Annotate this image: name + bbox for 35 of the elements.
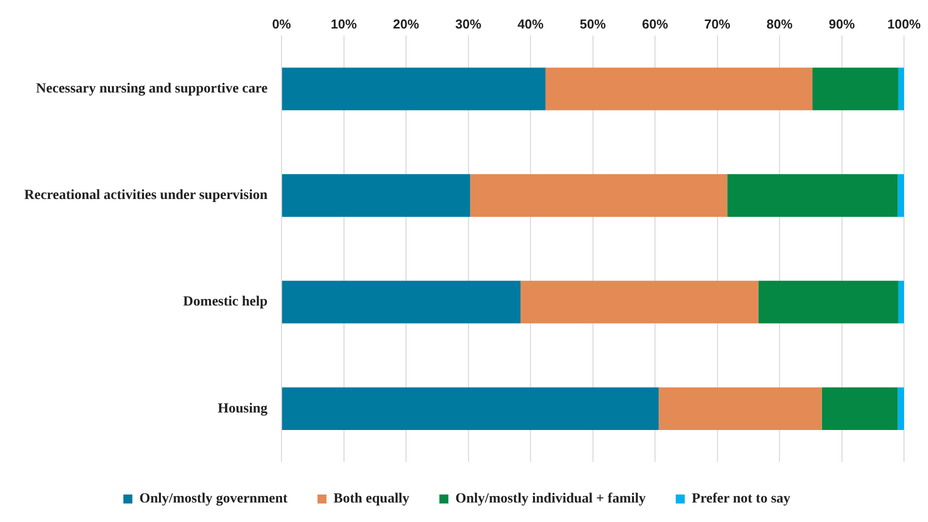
bar xyxy=(282,387,659,430)
bar xyxy=(898,280,904,324)
bar xyxy=(727,174,898,217)
bar xyxy=(898,174,904,217)
x-tick-label: 10% xyxy=(330,16,358,32)
bar xyxy=(812,68,898,110)
bar xyxy=(898,68,904,110)
bar xyxy=(282,174,470,217)
legend-label: Only/mostly individual + family xyxy=(455,492,646,507)
bar xyxy=(822,387,898,430)
bar xyxy=(470,174,728,217)
bar xyxy=(658,387,822,430)
x-tick-label: 50% xyxy=(580,16,606,32)
bar xyxy=(282,68,546,110)
bar xyxy=(898,387,904,430)
x-tick-label: 20% xyxy=(393,16,420,32)
legend-label: Prefer not to say xyxy=(692,492,790,507)
y-tick-label: Necessary nursing and supportive care xyxy=(36,82,268,97)
x-tick-label: 0% xyxy=(272,16,292,32)
x-tick-label: 90% xyxy=(828,16,856,32)
x-tick-label: 70% xyxy=(704,16,731,32)
x-tick-label: 40% xyxy=(518,16,544,32)
bar xyxy=(282,280,521,324)
y-tick-label: Housing xyxy=(218,401,268,416)
x-tick-label: 60% xyxy=(642,16,668,32)
y-tick-label: Recreational activities under supervision xyxy=(24,188,268,204)
y-tick-label: Domestic help xyxy=(183,294,268,310)
bar xyxy=(520,280,758,324)
x-tick-label: 100% xyxy=(887,16,922,32)
x-tick-label: 30% xyxy=(455,16,482,32)
bar xyxy=(758,280,898,324)
bar xyxy=(545,68,812,110)
legend-label: Both equally xyxy=(334,492,410,507)
x-tick-label: 80% xyxy=(766,16,793,32)
legend-label: Only/mostly government xyxy=(139,492,288,507)
